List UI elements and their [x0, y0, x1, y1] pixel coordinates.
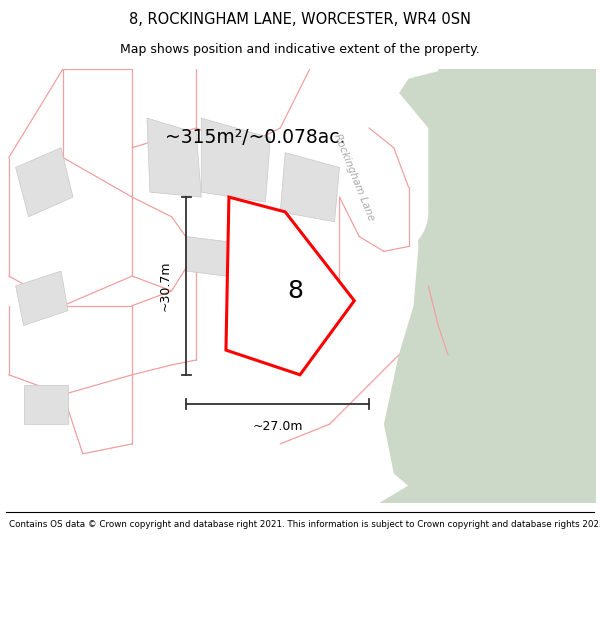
Polygon shape	[384, 69, 596, 503]
Polygon shape	[187, 237, 226, 276]
Polygon shape	[226, 197, 354, 375]
Polygon shape	[23, 384, 68, 424]
Text: ~27.0m: ~27.0m	[253, 419, 303, 432]
Text: 8, ROCKINGHAM LANE, WORCESTER, WR4 0SN: 8, ROCKINGHAM LANE, WORCESTER, WR4 0SN	[129, 12, 471, 27]
Text: Map shows position and indicative extent of the property.: Map shows position and indicative extent…	[120, 43, 480, 56]
Polygon shape	[280, 69, 428, 251]
Text: Rockingham Lane: Rockingham Lane	[332, 132, 376, 222]
Polygon shape	[4, 454, 596, 503]
Text: ~315m²/~0.078ac.: ~315m²/~0.078ac.	[166, 128, 346, 148]
Polygon shape	[83, 69, 379, 256]
Text: Contains OS data © Crown copyright and database right 2021. This information is : Contains OS data © Crown copyright and d…	[9, 520, 600, 529]
Polygon shape	[438, 69, 596, 227]
Polygon shape	[16, 148, 73, 217]
Polygon shape	[83, 474, 379, 503]
Polygon shape	[147, 118, 201, 197]
Text: 8: 8	[287, 279, 303, 303]
Polygon shape	[280, 152, 340, 222]
Text: ~30.7m: ~30.7m	[158, 261, 171, 311]
Circle shape	[340, 168, 428, 256]
Polygon shape	[201, 118, 271, 202]
Polygon shape	[16, 271, 68, 326]
